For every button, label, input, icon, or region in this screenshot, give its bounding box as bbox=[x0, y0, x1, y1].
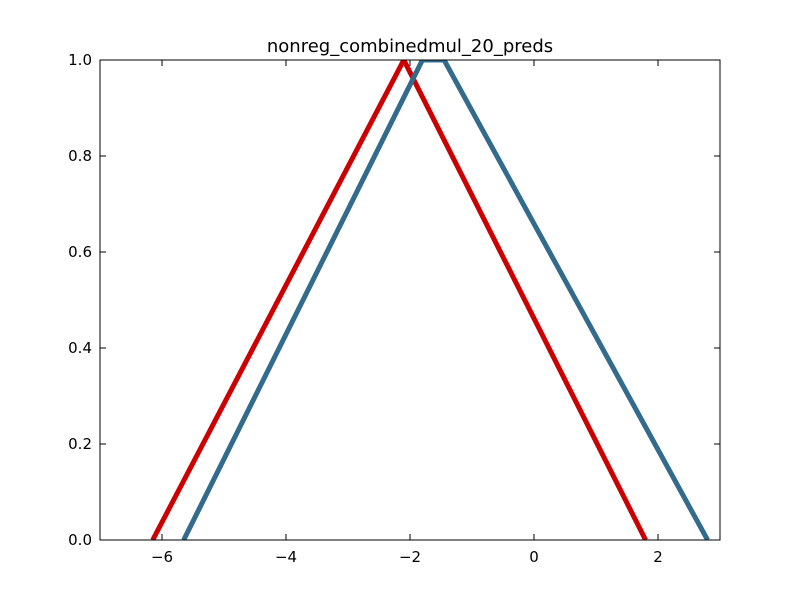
x-tick-label: 2 bbox=[653, 548, 663, 566]
y-tick-label: 0.2 bbox=[68, 435, 92, 453]
x-tick-label: −2 bbox=[399, 548, 421, 566]
series-line-2 bbox=[181, 60, 710, 540]
x-tick-label: −4 bbox=[275, 548, 297, 566]
chart-title: nonreg_combinedmul_20_preds bbox=[267, 36, 553, 57]
y-tick-label: 0.6 bbox=[68, 243, 92, 261]
axes-layer: −6 −4 −2 0 2 0.0 0.2 0.4 0.6 0.8 1.0 bbox=[68, 51, 721, 566]
x-tick-label: 0 bbox=[529, 548, 539, 566]
y-tick-label: 0.0 bbox=[68, 531, 92, 549]
x-tick-label: −6 bbox=[151, 548, 173, 566]
series-layer bbox=[150, 60, 710, 540]
series-line-1 bbox=[150, 60, 648, 540]
y-tick-label: 1.0 bbox=[68, 51, 92, 69]
y-tick-label: 0.8 bbox=[68, 147, 92, 165]
y-tick-label: 0.4 bbox=[68, 339, 92, 357]
